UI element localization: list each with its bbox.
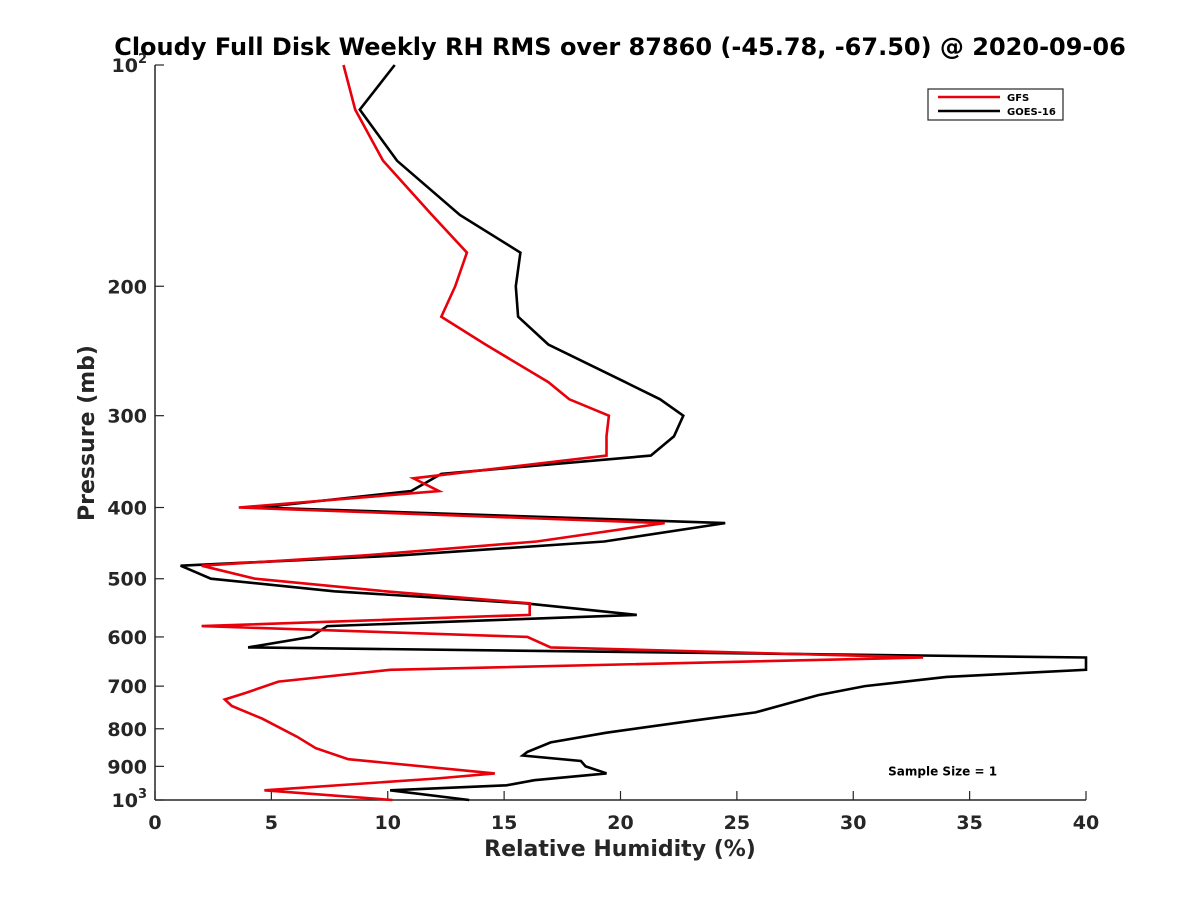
series-layer — [180, 64, 1088, 802]
y-ticks: 102 200 300 400 500 600 700 800 900 103 — [107, 52, 164, 812]
y-tick-label: 103 — [112, 787, 148, 812]
x-tick-label: 35 — [956, 812, 982, 834]
x-ticks: 0 5 10 15 20 25 30 35 40 — [148, 791, 1099, 834]
y-tick-label: 900 — [107, 756, 147, 778]
x-tick-label: 25 — [724, 812, 750, 834]
x-tick-label: 0 — [148, 812, 161, 834]
sample-size-annotation: Sample Size = 1 — [888, 765, 997, 779]
series-line-gfs — [201, 64, 924, 802]
x-tick-label: 5 — [265, 812, 278, 834]
y-tick-label: 600 — [107, 627, 147, 649]
y-tick-label: 500 — [107, 569, 147, 591]
y-tick-label: 102 — [112, 52, 148, 77]
series-line-goes-16 — [180, 64, 1088, 802]
y-tick-label: 800 — [107, 719, 147, 741]
annotation-layer: Sample Size = 1 — [888, 765, 997, 779]
x-axis-label: Relative Humidity (%) — [484, 837, 756, 862]
legend-box — [927, 88, 1064, 121]
y-tick-label: 700 — [107, 676, 147, 698]
chart-title: Cloudy Full Disk Weekly RH RMS over 8786… — [114, 33, 1126, 61]
y-tick-label: 200 — [107, 276, 147, 298]
x-tick-label: 40 — [1073, 812, 1099, 834]
legend-label: GFS — [1007, 93, 1029, 104]
legend-label: GOES-16 — [1007, 107, 1056, 118]
x-tick-label: 30 — [840, 812, 866, 834]
x-tick-label: 15 — [491, 812, 517, 834]
y-tick-label: 400 — [107, 498, 147, 520]
y-axis-label: Pressure (mb) — [75, 345, 100, 521]
y-tick-label: 300 — [107, 406, 147, 428]
x-tick-label: 20 — [607, 812, 633, 834]
x-tick-label: 10 — [375, 812, 401, 834]
legend: GFS GOES-16 — [927, 88, 1064, 121]
